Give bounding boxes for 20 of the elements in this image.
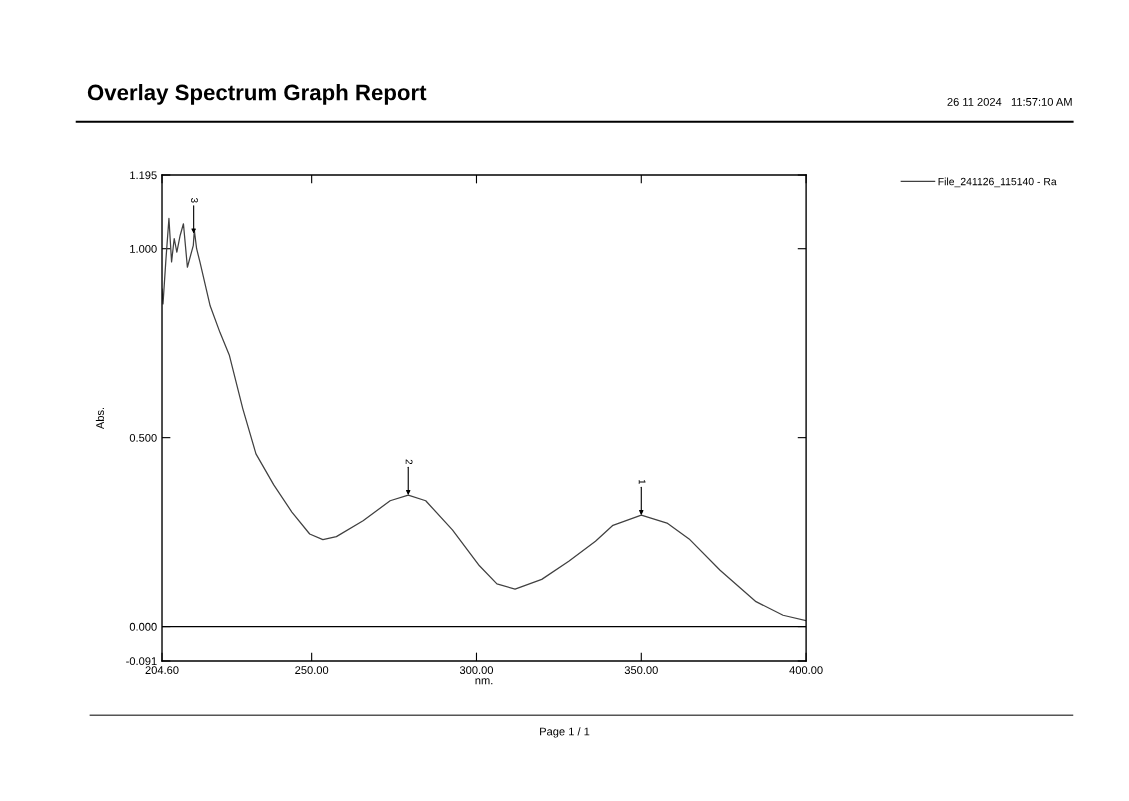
text: 26 11 2024 11:57:10 AM	[947, 97, 1072, 106]
chart-title: Overlay Spectrum Graph Report	[87, 84, 427, 105]
y-tick-label: 1.000	[130, 244, 157, 253]
y-axis-title: Abs.	[95, 407, 105, 430]
x-axis-title: nm.	[475, 678, 493, 685]
line-series	[162, 217, 807, 622]
annotation: 3	[191, 198, 198, 203]
y-tick-label: -0.091	[126, 657, 157, 666]
x-tick-label: 400.00	[789, 666, 823, 675]
y-tick-label: 0.000	[129, 622, 157, 631]
x-tick-label: 250.00	[295, 666, 329, 675]
text: Page 1 / 1	[540, 727, 590, 738]
annotation: 1	[638, 479, 646, 485]
legend-label: File_241126_115140 - Ra	[938, 177, 1057, 188]
x-tick-label: 300.00	[459, 666, 494, 675]
y-tick-label: 1.195	[130, 171, 157, 180]
x-tick-label: 350.00	[624, 666, 658, 675]
y-tick-label: 0.500	[129, 433, 157, 442]
annotation: 2	[405, 459, 413, 465]
x-tick-label: 204.60	[145, 666, 179, 675]
